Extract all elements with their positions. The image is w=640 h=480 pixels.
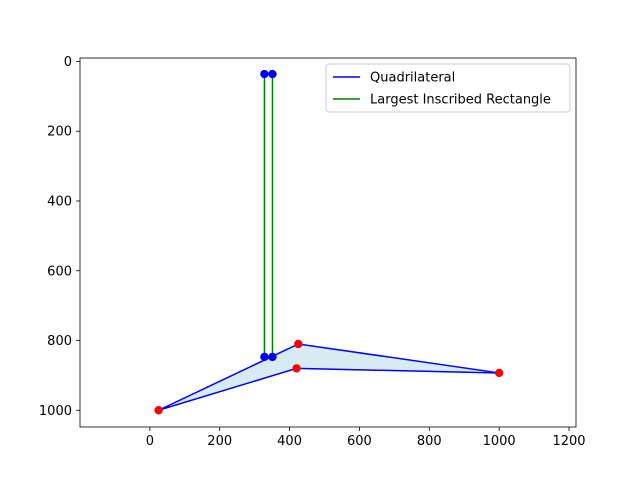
x-tick-label: 0 [146,434,154,449]
x-tick-label: 800 [417,434,442,449]
y-tick-label: 1000 [39,404,72,419]
y-tick-label: 400 [47,194,72,209]
rectangle-corner-point [260,352,269,362]
legend: Quadrilateral Largest Inscribed Rectangle [325,63,571,113]
x-tick-label: 600 [347,434,372,449]
legend-box [325,63,571,113]
quadrilateral-fill [158,343,500,411]
y-tick-label: 0 [64,55,72,70]
legend-label: Largest Inscribed Rectangle [370,93,551,108]
legend-label: Quadrilateral [370,71,455,86]
plot-area [154,69,504,415]
x-tick-label: 1000 [483,434,516,449]
vertex-point [294,339,303,349]
x-tick-label: 400 [277,434,302,449]
x-tick-label: 1200 [552,434,585,449]
vertex-point [154,406,163,415]
vertex-point [494,368,504,378]
x-tick-label: 200 [207,434,232,449]
axes: 0 200 400 600 800 1000 1200 0 200 400 600 800 1000 [39,55,586,449]
rectangle-line [263,73,274,358]
rectangle-corner-point [268,352,277,362]
y-tick-label: 600 [47,264,72,279]
rectangle-corner-point [268,69,277,79]
y-tick-label: 800 [47,334,72,349]
axes-frame [79,57,577,428]
vertex-point [292,364,301,373]
y-tick-label: 200 [47,125,72,140]
rectangle-corner-point [260,69,269,79]
